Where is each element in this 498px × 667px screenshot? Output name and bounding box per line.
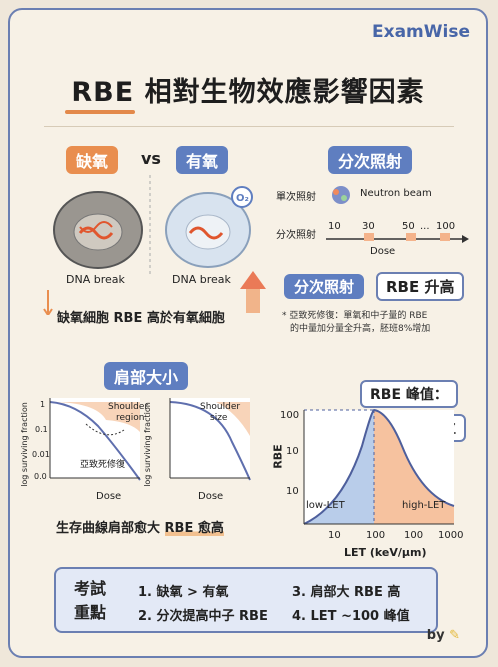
key-point-3: 3. 肩部大 RBE 高 — [292, 585, 401, 600]
key-point-4: 4. LET ~100 峰值 — [292, 609, 410, 624]
fractionation-heading: 分次照射 — [328, 146, 413, 174]
hypoxic-pill: 缺氧 — [66, 146, 119, 174]
shoulder-conclusion: 生存曲線肩部愈大 RBE 愈高 — [56, 517, 224, 536]
right-xlabel: Dose — [198, 491, 224, 502]
tick-100: 100 — [436, 221, 456, 232]
oxic-nucleus-icon — [185, 214, 231, 250]
let-ylabel: RBE — [271, 444, 285, 469]
single-dose-label: 單次照射 — [276, 192, 316, 203]
let-xlabel: LET (keV/μm) — [344, 546, 427, 559]
fractionation-box: 分次照射 — [284, 274, 365, 299]
key-point-2: 2. 分次提高中子 RBE — [138, 609, 268, 624]
dna-break-left-label: DNA break — [66, 273, 125, 286]
shoulder-conclusion-text: 生存曲線肩部愈大 — [56, 521, 165, 536]
let-xtick-100a: 100 — [366, 530, 386, 541]
survival-curve-right — [169, 401, 251, 481]
note-line-1: * 亞致死修復：單氧和中子量的 RBE — [282, 311, 428, 321]
dose-label: Dose — [370, 246, 396, 257]
tick-ellipsis: ... — [420, 221, 430, 232]
o2-label: O₂ — [236, 193, 249, 204]
survival-curve-left — [49, 401, 141, 481]
ytick-01: 0.1 — [35, 425, 48, 434]
key-points-label: 考試 重點 — [74, 577, 106, 625]
dna-helix-icon-2 — [79, 221, 113, 233]
brand-logo: ExamWise — [372, 22, 470, 42]
rbe-peak-title: RBE 峰值： — [360, 380, 458, 408]
shoulder-size-label-2: size — [210, 413, 228, 423]
shoulder-plots — [49, 398, 251, 481]
shoulder-region-label-2: region — [116, 413, 145, 423]
oxic-pill: 有氧 — [176, 146, 229, 174]
let-xtick-10: 10 — [328, 530, 341, 541]
neutron-beam-icon — [332, 186, 350, 204]
hypoxic-nucleus-icon — [73, 213, 123, 251]
ytick-00: 0.0 — [34, 472, 47, 481]
neutron-beam-label: Neutron beam — [360, 188, 432, 199]
left-xlabel: Dose — [96, 491, 122, 502]
shoulder-conclusion-highlight: RBE 愈高 — [164, 521, 224, 536]
let-ytick-10b: 10 — [286, 486, 299, 497]
oxygen-icon — [231, 186, 253, 208]
oxygen-conclusion: 缺氧細胞 RBE 高於有氧細胞 — [57, 311, 225, 326]
page-title: RBE 相對生物效應影響因素 — [71, 77, 425, 108]
title-divider — [44, 126, 454, 127]
rbe-increase-box: RBE 升高 — [376, 272, 465, 301]
cell-illustrations: O₂ — [43, 175, 266, 315]
by-credit: by ✎ — [427, 628, 460, 643]
note-line-2: 的中量加分量全升高，胚班8%增加 — [290, 324, 431, 334]
let-xtick-100b: 100 — [404, 530, 424, 541]
ytick-001: 0.01 — [32, 450, 50, 459]
repair-label: 亞致死修復 — [80, 460, 126, 470]
repair-curve — [85, 423, 125, 436]
tick-30: 30 — [362, 221, 375, 232]
let-rbe-chart — [303, 408, 455, 525]
low-let-area — [304, 410, 374, 524]
let-xtick-1000: 1000 — [438, 530, 464, 541]
key-label-1: 考試 — [74, 579, 107, 598]
dna-helix-icon-3 — [188, 226, 224, 240]
vs-label: vs — [141, 149, 161, 168]
fraction-axis — [326, 233, 469, 243]
shoulder-heading: 肩部大小 — [104, 362, 189, 390]
ytick-1: 1 — [40, 400, 46, 409]
let-ytick-10a: 10 — [286, 446, 299, 457]
key-point-1: 1. 缺氧 > 有氧 — [138, 585, 229, 600]
shoulder-size-fill — [216, 402, 250, 436]
dna-break-right-label: DNA break — [172, 273, 231, 286]
key-label-2: 重點 — [74, 603, 107, 622]
shoulder-region-fill — [50, 402, 140, 432]
tick-50: 50 — [402, 221, 415, 232]
up-arrow-icon — [240, 271, 266, 289]
dna-helix-icon — [78, 226, 114, 240]
shoulder-size-label-1: Shoulder — [200, 402, 241, 412]
title-underline — [65, 110, 135, 114]
left-ylabel: log surviving fraction — [19, 402, 29, 487]
fractionated-label: 分次照射 — [276, 230, 316, 241]
key-points-box: 考試 重點 1. 缺氧 > 有氧 2. 分次提高中子 RBE 3. 肩部大 RB… — [54, 567, 438, 633]
high-let-label: high-LET — [402, 500, 446, 511]
banana-icon: ✎ — [449, 628, 460, 643]
left-arrow-icon — [43, 290, 53, 315]
shoulder-region-label-1: Shoulder — [108, 402, 149, 412]
by-label: by — [426, 628, 445, 643]
let-ytick-100: 100 — [280, 410, 300, 421]
low-let-label: low-LET — [306, 500, 345, 511]
infographic-card: ExamWise RBE 相對生物效應影響因素 缺氧 vs 有氧 O₂ DNA … — [8, 8, 488, 658]
tick-10: 10 — [328, 221, 341, 232]
up-arrow-body — [246, 287, 260, 313]
